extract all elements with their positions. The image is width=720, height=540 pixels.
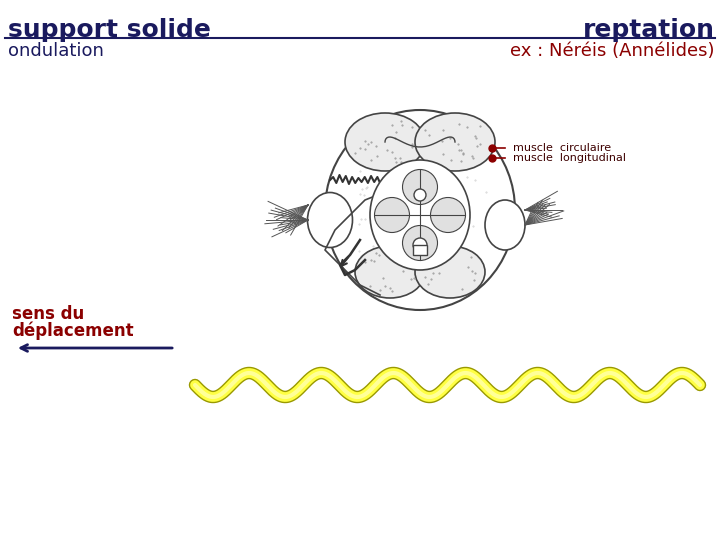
Ellipse shape [402,170,438,205]
Ellipse shape [485,200,525,250]
FancyBboxPatch shape [413,245,427,255]
Ellipse shape [325,110,515,310]
Text: reptation: reptation [583,18,715,42]
Text: sens du: sens du [12,305,84,323]
Circle shape [414,189,426,201]
Ellipse shape [431,198,466,233]
Ellipse shape [374,198,410,233]
Circle shape [413,238,427,252]
Ellipse shape [345,113,425,171]
Ellipse shape [355,246,425,298]
Ellipse shape [307,192,353,247]
Ellipse shape [402,226,438,260]
Ellipse shape [370,160,470,270]
Text: muscle  longitudinal: muscle longitudinal [513,153,626,163]
Text: ondulation: ondulation [8,42,104,60]
Ellipse shape [415,246,485,298]
Text: déplacement: déplacement [12,322,134,341]
Text: muscle  circulaire: muscle circulaire [513,143,611,153]
Text: ex : Néréis (Annélides): ex : Néréis (Annélides) [510,42,715,60]
Ellipse shape [415,113,495,171]
Text: support solide: support solide [8,18,211,42]
